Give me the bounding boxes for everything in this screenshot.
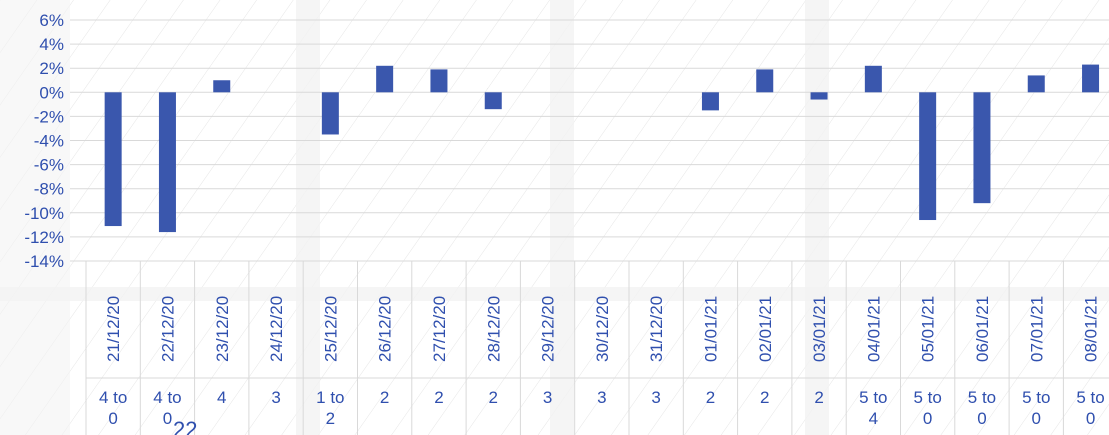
background-band <box>296 0 320 435</box>
x-sub-label: 3 <box>597 388 606 407</box>
x-sub-label: 0 <box>1086 409 1095 428</box>
background-band-horizontal <box>0 287 1109 301</box>
x-tick-label: 05/01/21 <box>919 296 938 362</box>
y-tick-label: 6% <box>39 11 64 30</box>
x-sub-label: 4 to <box>153 388 181 407</box>
background-band <box>550 0 574 435</box>
x-tick-label: 25/12/20 <box>321 296 340 362</box>
x-sub-label: 5 to <box>1076 388 1104 407</box>
x-sub-label: 3 <box>543 388 552 407</box>
x-sub-label: 0 <box>923 409 932 428</box>
y-tick-label: -12% <box>24 228 64 247</box>
x-tick-label: 27/12/20 <box>430 296 449 362</box>
x-sub-label: 0 <box>108 409 117 428</box>
x-sub-label: 2 <box>706 388 715 407</box>
y-tick-label: 4% <box>39 35 64 54</box>
x-tick-label: 04/01/21 <box>864 296 883 362</box>
x-tick-label: 07/01/21 <box>1027 296 1046 362</box>
x-tick-label: 29/12/20 <box>539 296 558 362</box>
x-sub-label: 5 to <box>968 388 996 407</box>
x-sub-label: 3 <box>651 388 660 407</box>
y-tick-label: 0% <box>39 83 64 102</box>
x-sub-label: 0 <box>1032 409 1041 428</box>
bar <box>376 65 394 93</box>
x-tick-label: 08/01/21 <box>1082 296 1101 362</box>
x-sub-label: 5 to <box>859 388 887 407</box>
x-sub-label: 2 <box>814 388 823 407</box>
x-tick-label: 02/01/21 <box>756 296 775 362</box>
bar <box>701 92 719 111</box>
x-tick-label: 06/01/21 <box>973 296 992 362</box>
y-tick-label: -2% <box>34 107 64 126</box>
y-tick-label: 2% <box>39 59 64 78</box>
x-tick-label: 24/12/20 <box>267 296 286 362</box>
y-tick-label: -8% <box>34 180 64 199</box>
x-sub-label: 4 <box>869 409 878 428</box>
stray-label: 22 <box>173 417 197 435</box>
x-tick-label: 21/12/20 <box>104 296 123 362</box>
bar <box>1027 75 1045 93</box>
y-tick-label: -6% <box>34 156 64 175</box>
bar <box>919 92 937 221</box>
x-sub-label: 5 to <box>913 388 941 407</box>
x-sub-label: 2 <box>434 388 443 407</box>
bar <box>430 69 448 93</box>
y-tick-label: -14% <box>24 252 64 271</box>
x-sub-label: 0 <box>977 409 986 428</box>
bar <box>484 92 502 110</box>
bar <box>1082 64 1100 93</box>
x-tick-label: 22/12/20 <box>158 296 177 362</box>
x-tick-label: 26/12/20 <box>376 296 395 362</box>
x-tick-label: 31/12/20 <box>647 296 666 362</box>
x-sub-label: 2 <box>326 409 335 428</box>
x-sub-label: 5 to <box>1022 388 1050 407</box>
x-sub-label: 4 <box>217 388 226 407</box>
bar <box>213 80 231 93</box>
bar <box>810 92 828 100</box>
bar <box>158 92 176 233</box>
x-tick-label: 28/12/20 <box>484 296 503 362</box>
x-tick-label: 03/01/21 <box>810 296 829 362</box>
x-sub-label: 3 <box>271 388 280 407</box>
y-axis-ticks: 6% 4% 2% 0% -2% -4% -6% -8% -10% -12% -14% <box>24 11 64 271</box>
x-sub-label: 2 <box>380 388 389 407</box>
x-sub-label: 2 <box>760 388 769 407</box>
bars <box>104 64 1100 233</box>
y-tick-label: -4% <box>34 132 64 151</box>
bar <box>864 65 882 93</box>
bar <box>756 69 774 93</box>
bar <box>973 92 991 204</box>
x-sub-label: 0 <box>163 409 172 428</box>
x-axis: 21/12/20 4 to 0 22/12/20 4 to 0 23/12/20 4 24/12… <box>85 260 1109 435</box>
background-band <box>805 0 829 435</box>
y-tick-label: -10% <box>24 204 64 223</box>
bar <box>321 92 339 135</box>
background-band-left <box>0 0 70 435</box>
x-sub-label: 2 <box>489 388 498 407</box>
x-sub-label: 4 to <box>99 388 127 407</box>
x-tick-label: 23/12/20 <box>213 296 232 362</box>
x-sub-label: 1 to <box>316 388 344 407</box>
x-tick-label: 30/12/20 <box>593 296 612 362</box>
bar <box>104 92 122 227</box>
x-tick-label: 01/01/21 <box>701 296 720 362</box>
